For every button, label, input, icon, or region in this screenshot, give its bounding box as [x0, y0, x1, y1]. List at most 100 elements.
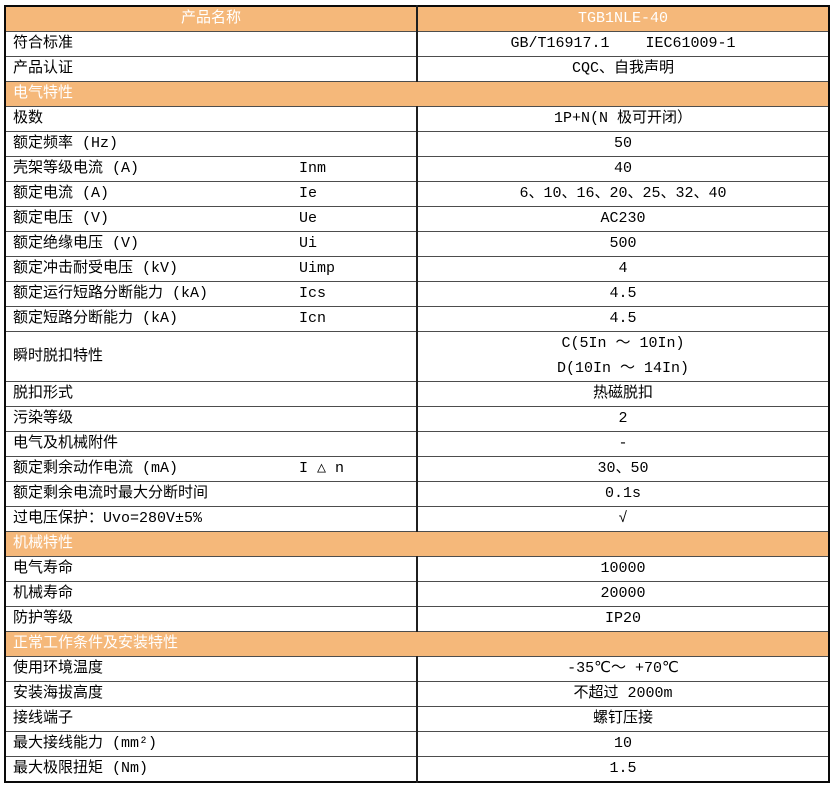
row-value: 50 — [416, 131, 830, 157]
row-value: 不超过 2000m — [416, 681, 830, 707]
row-label-text: 极数 — [13, 110, 44, 127]
row-label: 电气寿命 — [4, 556, 418, 582]
table-row: 接线端子 螺钉压接 — [4, 706, 830, 732]
table-row: 安装海拔高度 不超过 2000m — [4, 681, 830, 707]
row-label: 安装海拔高度 — [4, 681, 418, 707]
table-row: 额定运行短路分断能力 (kA) Ics 4.5 — [4, 281, 830, 307]
row-label-text: 额定剩余动作电流 (mA) — [13, 460, 179, 477]
row-symbol: Icn — [299, 310, 327, 327]
row-value: 4 — [416, 256, 830, 282]
table-row: 防护等级 IP20 — [4, 606, 830, 632]
product-model-header: TGB1NLE-40 — [416, 5, 830, 32]
row-symbol: I △ n — [299, 460, 345, 477]
spec-table-container: 产品名称 TGB1NLE-40 符合标准 GB/T16917.1 IEC61009-1… — [4, 5, 830, 783]
row-label: 污染等级 — [4, 406, 418, 432]
table-row: 使用环境温度 -35℃～ +70℃ — [4, 656, 830, 682]
row-label: 额定绝缘电压 (V) Ui — [4, 231, 418, 257]
table-row: 污染等级 2 — [4, 406, 830, 432]
table-row: 机械特性 — [4, 531, 830, 557]
row-label-text: 额定短路分断能力 (kA) — [13, 310, 179, 327]
row-value: AC230 — [416, 206, 830, 232]
row-value: √ — [416, 506, 830, 532]
row-symbol: Inm — [299, 160, 327, 177]
table-row: 脱扣形式 热磁脱扣 — [4, 381, 830, 407]
row-label: 极数 — [4, 106, 418, 132]
row-value: IP20 — [416, 606, 830, 632]
row-label: 最大接线能力 (mm²) — [4, 731, 418, 757]
row-label: 额定电压 (V) Ue — [4, 206, 418, 232]
row-value: - — [416, 431, 830, 457]
section-header: 电气特性 — [4, 81, 830, 107]
row-label-text: 安装海拔高度 — [13, 685, 104, 702]
row-label: 接线端子 — [4, 706, 418, 732]
product-name-header: 产品名称 — [4, 5, 418, 32]
section-header: 机械特性 — [4, 531, 830, 557]
table-row: 电气特性 — [4, 81, 830, 107]
row-label-text: 瞬时脱扣特性 — [13, 347, 104, 365]
row-value: 螺钉压接 — [416, 706, 830, 732]
table-row: 额定绝缘电压 (V) Ui 500 — [4, 231, 830, 257]
row-label: 脱扣形式 — [4, 381, 418, 407]
row-value: CQC、自我声明 — [416, 56, 830, 82]
row-label: 过电压保护：Uvo=280V±5% — [4, 506, 418, 532]
row-label: 符合标准 — [4, 31, 418, 57]
row-symbol: Ics — [299, 285, 327, 302]
row-value: 0.1s — [416, 481, 830, 507]
row-label-text: 额定电流 (A) — [13, 185, 110, 202]
table-row: 最大接线能力 (mm²) 10 — [4, 731, 830, 757]
table-row: 额定冲击耐受电压 (kV) Uimp 4 — [4, 256, 830, 282]
row-value: 20000 — [416, 581, 830, 607]
table-row: 极数 1P+N(N 极可开闭） — [4, 106, 830, 132]
row-label-text: 额定绝缘电压 (V) — [13, 235, 140, 252]
row-label-text: 额定剩余电流时最大分断时间 — [13, 485, 209, 502]
row-label: 额定运行短路分断能力 (kA) Ics — [4, 281, 418, 307]
table-row: 电气及机械附件 - — [4, 431, 830, 457]
row-label-text: 污染等级 — [13, 410, 74, 427]
row-label: 额定电流 (A) Ie — [4, 181, 418, 207]
row-label-text: 最大极限扭矩 (Nm) — [13, 760, 149, 777]
table-row: 额定剩余电流时最大分断时间 0.1s — [4, 481, 830, 507]
table-row: 额定电压 (V) Ue AC230 — [4, 206, 830, 232]
row-value: 30、50 — [416, 456, 830, 482]
row-label-text: 额定电压 (V) — [13, 210, 110, 227]
row-symbol: Ui — [299, 235, 318, 252]
table-row: 瞬时脱扣特性 C(5In ～ 10In) D(10In ～ 14In) — [4, 331, 830, 382]
row-value: -35℃～ +70℃ — [416, 656, 830, 682]
row-value: 40 — [416, 156, 830, 182]
table-row: 产品认证 CQC、自我声明 — [4, 56, 830, 82]
row-label-text: 防护等级 — [13, 610, 74, 627]
section-header: 正常工作条件及安装特性 — [4, 631, 830, 657]
row-label: 额定频率 (Hz) — [4, 131, 418, 157]
row-value: GB/T16917.1 IEC61009-1 — [416, 31, 830, 57]
table-row: 符合标准 GB/T16917.1 IEC61009-1 — [4, 31, 830, 57]
row-label: 产品认证 — [4, 56, 418, 82]
table-row: 最大极限扭矩 (Nm) 1.5 — [4, 756, 830, 783]
row-label: 额定冲击耐受电压 (kV) Uimp — [4, 256, 418, 282]
table-row: 正常工作条件及安装特性 — [4, 631, 830, 657]
row-label: 壳架等级电流 (A) Inm — [4, 156, 418, 182]
row-label: 电气及机械附件 — [4, 431, 418, 457]
row-label: 最大极限扭矩 (Nm) — [4, 756, 418, 783]
table-row: 额定短路分断能力 (kA) Icn 4.5 — [4, 306, 830, 332]
row-value-line: C(5In ～ 10In) — [561, 335, 685, 352]
row-label-text: 脱扣形式 — [13, 385, 74, 402]
table-row: 额定频率 (Hz) 50 — [4, 131, 830, 157]
row-symbol: Uimp — [299, 260, 336, 277]
row-value: 热磁脱扣 — [416, 381, 830, 407]
row-symbol: Ie — [299, 185, 318, 202]
row-label: 瞬时脱扣特性 — [4, 331, 418, 382]
row-value: 6、10、16、20、25、32、40 — [416, 181, 830, 207]
table-row: 壳架等级电流 (A) Inm 40 — [4, 156, 830, 182]
row-value: 10000 — [416, 556, 830, 582]
product-spec-table: 产品名称 TGB1NLE-40 符合标准 GB/T16917.1 IEC61009-1… — [4, 5, 830, 783]
row-label: 机械寿命 — [4, 581, 418, 607]
row-label: 额定短路分断能力 (kA) Icn — [4, 306, 418, 332]
row-label-text: 产品认证 — [13, 60, 74, 77]
row-label-text: 机械寿命 — [13, 585, 74, 602]
row-label: 额定剩余动作电流 (mA) I △ n — [4, 456, 418, 482]
row-value: 10 — [416, 731, 830, 757]
row-label-text: 过电压保护：Uvo=280V±5% — [13, 510, 203, 527]
row-value: 4.5 — [416, 281, 830, 307]
row-value: 2 — [416, 406, 830, 432]
row-label-text: 额定频率 (Hz) — [13, 135, 119, 152]
